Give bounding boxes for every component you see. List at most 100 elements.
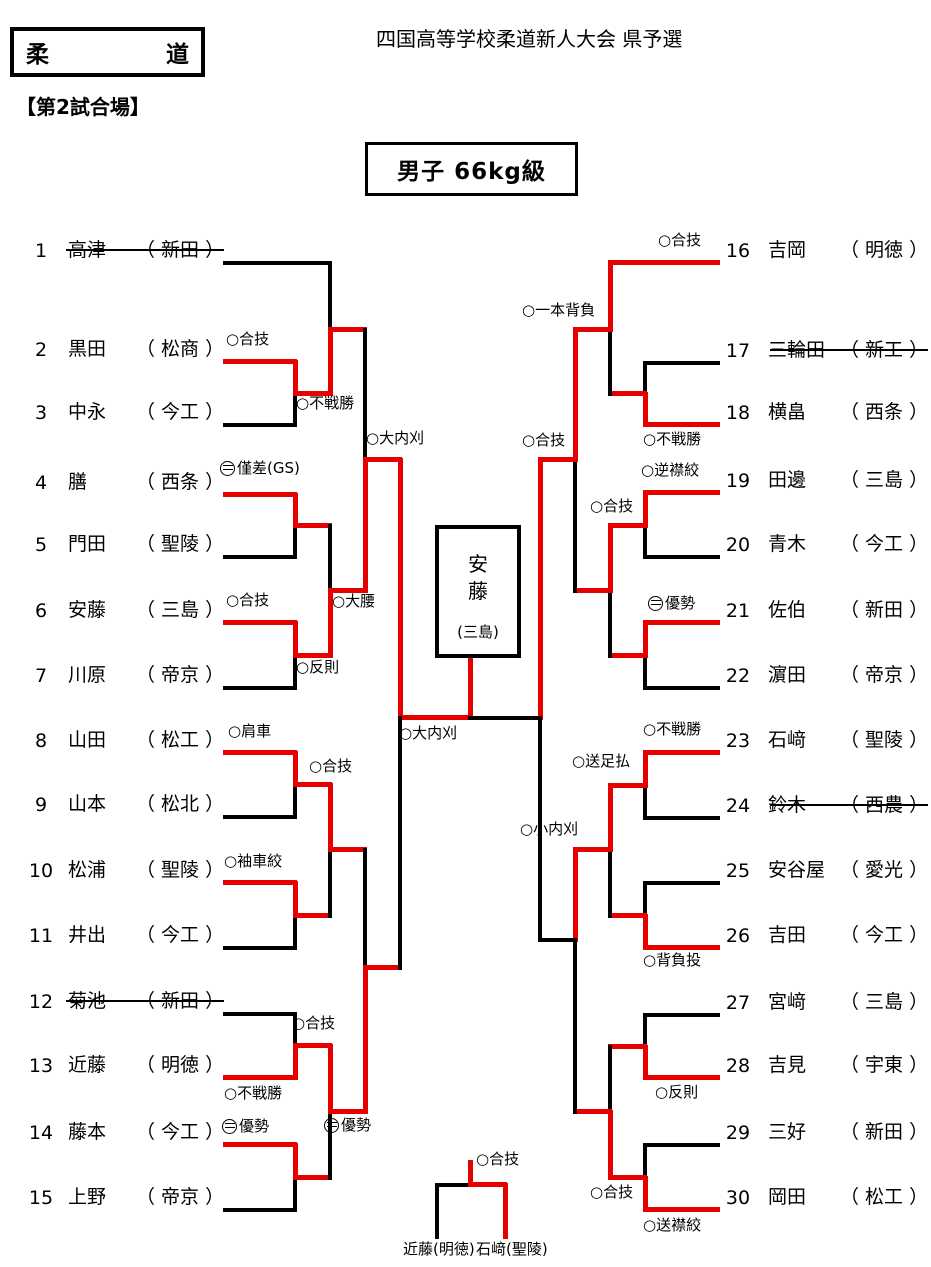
event-title-box: 柔 道 (10, 27, 205, 77)
bracket-line (223, 1012, 297, 1016)
entrant-seed: 26 (725, 925, 751, 947)
entrant-seed: 15 (28, 1187, 54, 1209)
bracket-line (293, 1044, 298, 1080)
entrant-school: （ 聖陵 ） (136, 533, 225, 555)
bracket-line (293, 751, 298, 787)
bracket-line (643, 1207, 720, 1212)
bracket-line (643, 422, 720, 427)
entrant-name: 安谷屋 (768, 859, 826, 881)
bracket-line (608, 391, 647, 396)
bracket-line (643, 1013, 647, 1049)
entrant-school: （ 帝京 ） (840, 664, 929, 686)
bracket-line (223, 359, 297, 364)
bracket-line (643, 751, 648, 788)
bracket-line (223, 1075, 297, 1080)
yusei-circle-icon (324, 1117, 339, 1133)
bracket-line (223, 946, 297, 950)
entrant-seed: 13 (28, 1055, 54, 1077)
technique-text: ○合技 (590, 1183, 634, 1201)
bracket-line (223, 261, 332, 265)
technique-label: ○不戦勝 (643, 720, 701, 738)
entrant-seed: 21 (725, 600, 751, 622)
bracket-line (643, 881, 647, 918)
technique-text: ○合技 (590, 497, 634, 515)
entrant-school: （ 明徳 ） (136, 1054, 225, 1076)
bracket-line (363, 458, 368, 593)
bracket-line (608, 1045, 612, 1114)
bracket-line (643, 784, 647, 820)
bracket-line (608, 523, 647, 528)
technique-label: ○合技 (590, 1183, 633, 1201)
withdrawn-strikethrough (66, 1000, 224, 1002)
entrant-row: 27 宮﨑 （ 三島 ） (720, 988, 928, 1014)
bracket-line (538, 938, 577, 942)
bracket-line (643, 914, 648, 950)
entrant-row: 8 山田 （ 松工 ） (24, 726, 224, 752)
entrant-row: 13 近藤 （ 明徳 ） (24, 1051, 224, 1077)
entrant-seed: 12 (28, 991, 54, 1013)
entrant-row: 7 川原 （ 帝京 ） (24, 661, 224, 687)
technique-label: ○合技 (292, 1014, 335, 1032)
entrant-row: 29 三好 （ 新田 ） (720, 1118, 928, 1144)
technique-text: ○不戦勝 (643, 720, 702, 738)
technique-label: ○肩車 (228, 722, 271, 740)
technique-label: ○合技 (590, 497, 633, 515)
bracket-line (573, 847, 612, 852)
technique-text: ○大内刈 (366, 429, 425, 447)
entrant-school: （ 帝京 ） (136, 1186, 225, 1208)
bracket-line (643, 621, 648, 658)
technique-text: ○一本背負 (522, 301, 596, 319)
entrant-school: （ 今工 ） (840, 924, 929, 946)
bracket-line (293, 1175, 332, 1180)
withdrawn-strikethrough (770, 804, 928, 806)
entrant-row: 20 青木 （ 今工 ） (720, 530, 928, 556)
division-label: 男子 66kg級 (397, 159, 546, 185)
technique-text: ○袖車絞 (224, 852, 283, 870)
entrant-row: 28 吉見 （ 宇東 ） (720, 1051, 928, 1077)
technique-text: 僅差(GS) (237, 459, 300, 477)
technique-text: ○不戦勝 (643, 430, 702, 448)
bracket-line (328, 524, 332, 593)
bracket-line (223, 492, 297, 497)
entrant-row: 5 門田 （ 聖陵 ） (24, 530, 224, 556)
entrant-seed: 24 (725, 795, 751, 817)
entrant-school: （ 帝京 ） (136, 664, 225, 686)
entrant-seed: 18 (725, 402, 751, 424)
bracket-line (363, 965, 402, 970)
entrant-school: （ 新田 ） (840, 1121, 929, 1143)
bracket-line (468, 656, 473, 720)
bracket-line (363, 457, 402, 462)
entrant-seed: 17 (725, 340, 751, 362)
bracket-line (468, 1182, 507, 1187)
entrant-school: （ 今工 ） (136, 401, 225, 423)
bracket-line (468, 716, 542, 720)
bracket-line (608, 261, 613, 332)
bracket-line (643, 1143, 720, 1147)
entrant-seed: 14 (28, 1122, 54, 1144)
entrant-school: （ 西条 ） (136, 471, 225, 493)
technique-label: ○背負投 (643, 951, 701, 969)
yusei-circle-icon (222, 1118, 237, 1134)
entrant-name: 松浦 (68, 859, 107, 881)
entrant-name: 吉岡 (768, 239, 807, 261)
entrant-school: （ 聖陵 ） (840, 729, 929, 751)
bracket-line (223, 686, 297, 690)
entrant-row: 4 膳 （ 西条 ） (24, 468, 224, 494)
entrant-row: 16 吉岡 （ 明徳 ） (720, 236, 928, 262)
technique-text: ○大腰 (332, 592, 376, 610)
technique-label: 優勢 (324, 1116, 371, 1134)
technique-label: ○送襟絞 (643, 1216, 701, 1234)
entrant-school: （ 今工 ） (136, 924, 225, 946)
yusei-circle-icon (648, 595, 663, 611)
entrant-seed: 10 (28, 860, 54, 882)
technique-text: ○小内刈 (520, 820, 579, 838)
bracket-line (223, 555, 297, 559)
bracket-line (398, 716, 402, 970)
bracket-line (293, 621, 298, 658)
bracket-line (363, 966, 368, 1114)
bracket-line (293, 653, 332, 658)
champion-name-char: 藤 (468, 579, 488, 603)
technique-label: ○反則 (296, 658, 339, 676)
entrant-row: 19 田邊 （ 三島 ） (720, 466, 928, 492)
bracket-line (223, 1142, 297, 1147)
